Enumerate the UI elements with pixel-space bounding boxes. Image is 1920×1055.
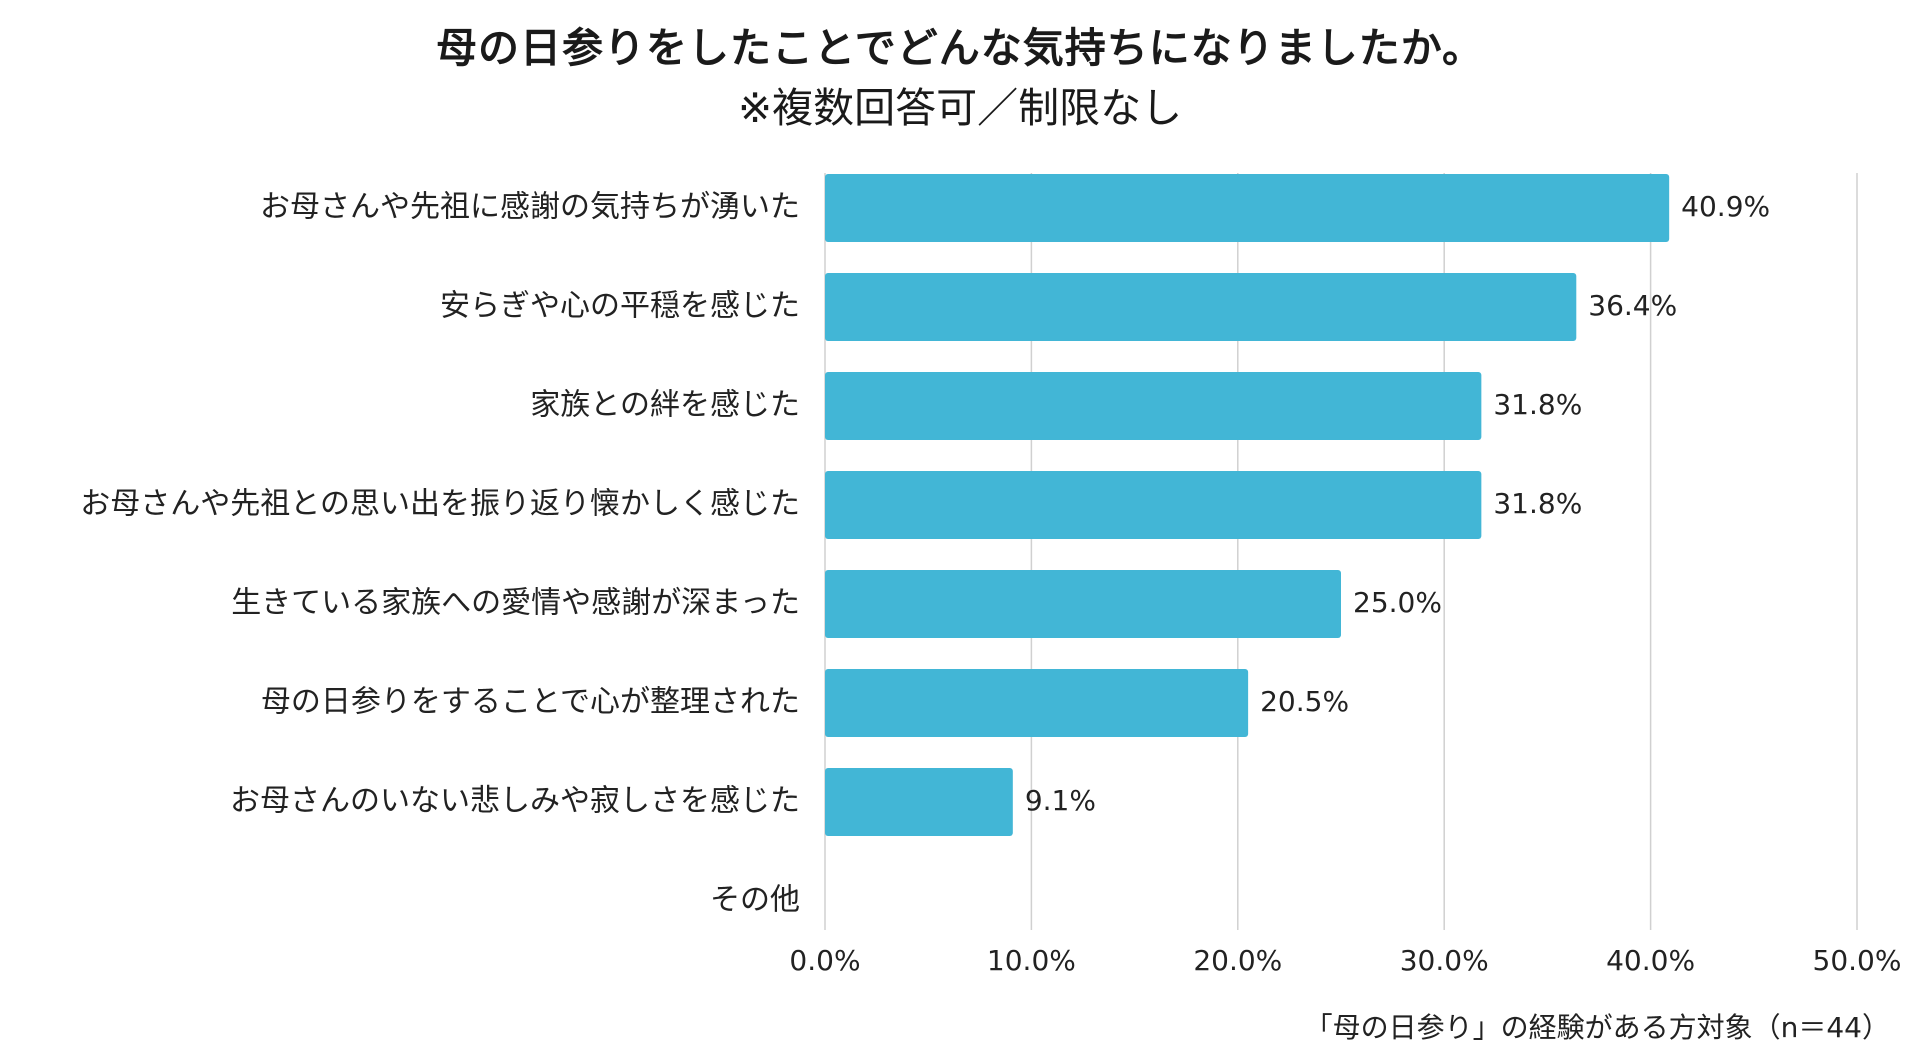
bar xyxy=(825,768,1013,836)
x-tick-label: 40.0% xyxy=(1606,944,1695,977)
value-labels: 40.9% 36.4% 31.8% 31.8% 25.0% 20.5% 9.1% xyxy=(1025,190,1770,817)
bar xyxy=(825,570,1341,638)
x-tick-label: 50.0% xyxy=(1813,944,1902,977)
data-label: 40.9% xyxy=(1681,190,1770,223)
data-label: 36.4% xyxy=(1588,289,1677,322)
data-label: 9.1% xyxy=(1025,784,1096,817)
category-label: お母さんのいない悲しみや寂しさを感じた xyxy=(230,784,800,819)
bar xyxy=(825,669,1249,737)
bar xyxy=(825,372,1482,440)
x-tick-label: 10.0% xyxy=(987,944,1076,977)
chart-subtitle: ※複数回答可／制限なし xyxy=(737,84,1183,132)
x-tick-label: 30.0% xyxy=(1400,944,1489,977)
data-label: 25.0% xyxy=(1353,586,1442,619)
bar xyxy=(825,471,1482,539)
category-label: 家族との絆を感じた xyxy=(530,388,800,423)
x-tick-label: 0.0% xyxy=(789,944,860,977)
category-label: その他 xyxy=(710,883,800,918)
category-label: お母さんや先祖との思い出を振り返り懐かしく感じた xyxy=(80,487,800,522)
category-label: お母さんや先祖に感謝の気持ちが湧いた xyxy=(260,190,800,225)
bar xyxy=(825,174,1670,242)
category-label: 安らぎや心の平穏を感じた xyxy=(440,289,800,324)
x-tick-label: 20.0% xyxy=(1193,944,1282,977)
data-label: 31.8% xyxy=(1493,388,1582,421)
category-label: 母の日参りをすることで心が整理された xyxy=(261,685,800,720)
bar xyxy=(825,273,1577,341)
bars xyxy=(825,174,1670,836)
x-axis-ticks: 0.0% 10.0% 20.0% 30.0% 40.0% 50.0% xyxy=(789,944,1901,977)
chart-title: 母の日参りをしたことでどんな気持ちになりましたか。 xyxy=(436,24,1484,72)
data-label: 20.5% xyxy=(1260,685,1349,718)
category-labels: お母さんや先祖に感謝の気持ちが湧いた安らぎや心の平穏を感じた家族との絆を感じたお… xyxy=(80,190,800,918)
data-label: 31.8% xyxy=(1493,487,1582,520)
category-label: 生きている家族への愛情や感謝が深まった xyxy=(231,586,800,621)
footnote: 「母の日参り」の経験がある方対象（n＝44） xyxy=(1304,1011,1890,1044)
